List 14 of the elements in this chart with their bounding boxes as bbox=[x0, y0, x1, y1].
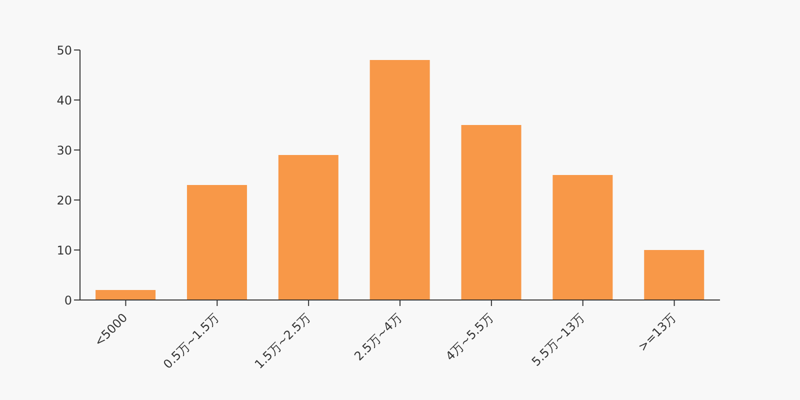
bar bbox=[552, 175, 613, 300]
y-tick-label: 10 bbox=[56, 243, 72, 258]
y-tick-label: 20 bbox=[56, 193, 72, 208]
y-tick-label: 40 bbox=[56, 93, 72, 108]
x-tick-label: 2.5万~4万 bbox=[352, 310, 404, 364]
bar bbox=[186, 185, 247, 300]
bar bbox=[96, 290, 156, 300]
y-tick-label: 0 bbox=[64, 293, 72, 308]
bar bbox=[461, 125, 522, 300]
y-tick-label: 30 bbox=[56, 143, 72, 158]
y-tick-label: 50 bbox=[56, 43, 72, 58]
bar bbox=[370, 60, 430, 300]
bar bbox=[644, 250, 704, 300]
bar bbox=[278, 155, 338, 300]
